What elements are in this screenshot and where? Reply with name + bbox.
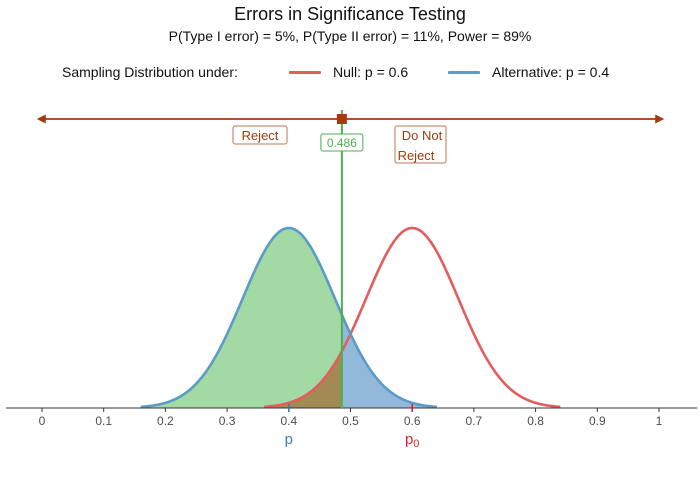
legend-swatch-alternative (448, 70, 480, 74)
critical-value-label: 0.486 (327, 136, 357, 150)
axis-marker-label: p0 (405, 431, 419, 450)
power-region (140, 228, 342, 408)
x-tick-label: 0.2 (157, 414, 174, 428)
x-tick-label: 1 (656, 414, 663, 428)
x-tick-label: 0.8 (527, 414, 544, 428)
do-not-reject-label-line1: Do Not (402, 128, 443, 143)
legend-entry-alternative: Alternative: p = 0.4 (448, 64, 609, 80)
do-not-reject-label-line2: Reject (398, 148, 435, 163)
chart-subtitle: P(Type I error) = 5%, P(Type II error) =… (168, 28, 532, 44)
x-tick-label: 0.1 (95, 414, 112, 428)
alternative-distribution-curve (140, 226, 437, 409)
legend-swatch-null (289, 70, 321, 74)
x-tick-label: 0.3 (219, 414, 236, 428)
legend-label-null: Null: p = 0.6 (333, 64, 409, 80)
x-tick-label: 0.7 (466, 414, 483, 428)
reject-label-box (232, 125, 288, 145)
type-i-error-region (264, 351, 342, 408)
x-tick-label: 0.4 (280, 414, 297, 428)
x-tick-label: 0 (39, 414, 46, 428)
legend-title: Sampling Distribution under: (62, 64, 238, 80)
null-distribution-curve (264, 226, 561, 409)
legend-label-alternative: Alternative: p = 0.4 (492, 64, 610, 80)
critical-label-box (320, 133, 364, 152)
x-tick-label: 0.6 (404, 414, 421, 428)
x-tick-label: 0.5 (342, 414, 359, 428)
chart-title: Errors in Significance Testing (234, 4, 466, 24)
x-tick-label: 0.9 (589, 414, 606, 428)
reject-label: Reject (242, 128, 279, 143)
legend: Sampling Distribution under: Null: p = 0… (0, 64, 700, 84)
axis-marker-label: p (285, 431, 293, 448)
type-ii-error-region (341, 314, 437, 408)
do-not-reject-label-box (394, 125, 447, 164)
critical-point-marker (336, 114, 347, 124)
legend-entry-null: Null: p = 0.6 (289, 64, 408, 80)
